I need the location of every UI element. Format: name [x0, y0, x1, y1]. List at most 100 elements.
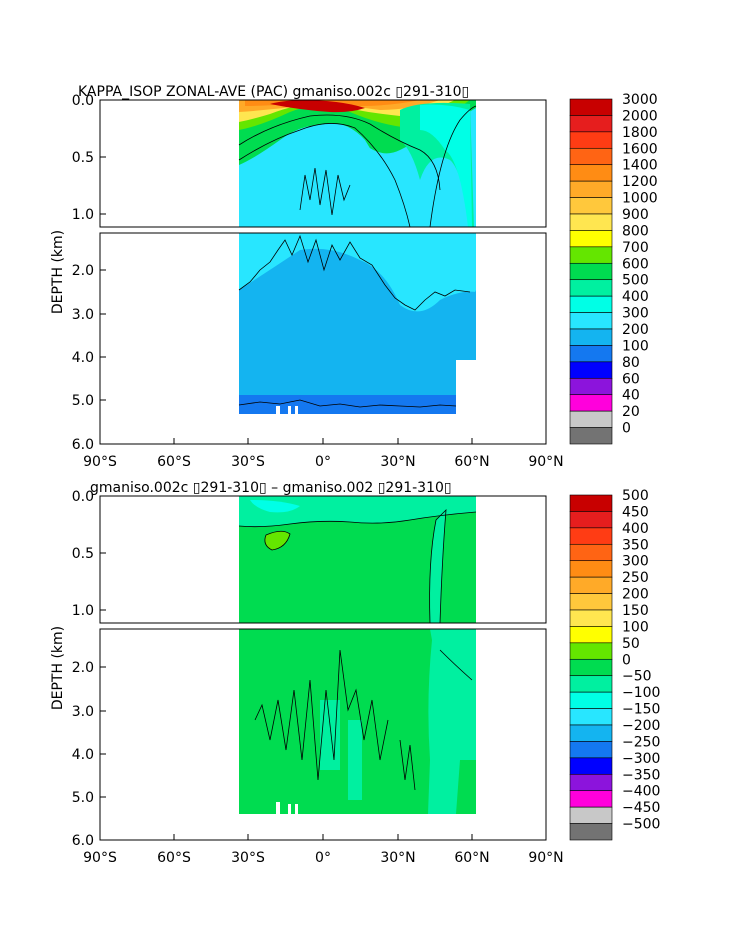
p2-yaxis: 0.0 0.5 1.0 2.0 3.0 4.0 5.0 6.0 DEPTH (k… [50, 489, 106, 849]
p2-xtick: 0° [315, 850, 331, 866]
colorbar-swatch [569, 527, 613, 545]
colorbar-label: −400 [622, 784, 660, 800]
colorbar-label: 200 [622, 587, 649, 603]
colorbar-label: 300 [622, 306, 649, 322]
p1-ytick: 0.5 [72, 150, 94, 166]
p2-xtick: 60°N [454, 850, 489, 866]
colorbar-swatch [569, 394, 613, 412]
colorbar-label: −500 [622, 817, 660, 833]
colorbar-swatch [569, 279, 613, 297]
colorbar-label: 1600 [622, 141, 658, 157]
p2-ytick: 2.0 [72, 660, 94, 676]
colorbar-label: 300 [622, 554, 649, 570]
colorbar-label: 400 [622, 289, 649, 305]
p2-ylabel: DEPTH (km) [50, 626, 66, 710]
colorbar-swatch [569, 675, 613, 693]
colorbar-label: 200 [622, 322, 649, 338]
colorbar-swatch [569, 790, 613, 808]
colorbar-label: 50 [622, 636, 640, 652]
p2-xtick: 30°N [380, 850, 415, 866]
colorbar-label: −150 [622, 702, 660, 718]
colorbar-swatch [569, 658, 613, 677]
p2-xtick: 90°N [528, 850, 563, 866]
p1-upper-frame [99, 99, 547, 228]
colorbar-swatch [569, 494, 613, 512]
colorbar-swatch [569, 806, 613, 824]
colorbar-swatch [569, 345, 613, 363]
colorbar-swatch [569, 757, 613, 775]
colorbar-label: 1400 [622, 158, 658, 174]
p1-xtick: 60°N [454, 454, 489, 470]
colorbar-swatch [569, 147, 613, 166]
p1-xtick: 0° [315, 454, 331, 470]
panel1-field [100, 100, 546, 444]
colorbar-swatch [569, 773, 613, 792]
colorbar-label: −100 [622, 685, 660, 701]
colorbar-label: 450 [622, 504, 649, 520]
p2-ytick: 5.0 [72, 790, 94, 806]
colorbar-swatch [569, 724, 613, 742]
colorbar-swatch [569, 312, 613, 330]
p2-upper-frame [99, 495, 547, 624]
colorbar-label: 40 [622, 388, 640, 404]
colorbar-swatch [569, 511, 613, 529]
colorbar-swatch [569, 361, 613, 379]
colorbar-label: 100 [622, 619, 649, 635]
colorbar-swatch [569, 642, 613, 660]
colorbar-swatch [569, 576, 613, 594]
colorbar-swatch [569, 593, 613, 611]
colorbar-label: −50 [622, 669, 652, 685]
colorbar-swatch [569, 609, 613, 627]
p2-xtick: 60°S [157, 850, 191, 866]
p1-xtick: 90°N [528, 454, 563, 470]
p2-xtick: 90°S [83, 850, 117, 866]
colorbar-swatch [569, 197, 613, 215]
p1-xaxis: 90°S 60°S 30°S 0° 30°N 60°N 90°N [83, 438, 564, 470]
p2-ytick: 0.0 [72, 489, 94, 505]
colorbar-swatch [569, 246, 613, 264]
panel1-title: KAPPA_ISOP ZONAL-AVE (PAC) gmaniso.002c … [78, 84, 469, 100]
p1-yaxis: 0.0 0.5 1.0 2.0 3.0 4.0 5.0 6.0 DEPTH (k… [50, 93, 106, 453]
colorbar-swatch [569, 377, 613, 396]
p2-ytick: 0.5 [72, 546, 94, 562]
colorbar-swatch [569, 741, 613, 759]
p2-xtick: 30°S [231, 850, 265, 866]
colorbar-swatch [569, 180, 613, 198]
colorbar-label: 3000 [622, 92, 658, 108]
p1-ytick: 4.0 [72, 350, 94, 366]
colorbar-label: 100 [622, 338, 649, 354]
colorbar-label: −300 [622, 751, 660, 767]
colorbar-label: 1200 [622, 174, 658, 190]
colorbar-label: 800 [622, 223, 649, 239]
colorbar-swatch [569, 295, 613, 313]
p1-ytick: 3.0 [72, 307, 94, 323]
colorbar-swatch [569, 131, 613, 149]
p2-ytick: 1.0 [72, 603, 94, 619]
colorbar-swatch [569, 410, 613, 428]
p1-ytick: 5.0 [72, 393, 94, 409]
p1-xtick: 60°S [157, 454, 191, 470]
p1-ytick: 1.0 [72, 207, 94, 223]
colorbar-label: 0 [622, 652, 631, 668]
p1-colorbar: 3000200018001600140012001000900800700600… [569, 92, 658, 445]
colorbar-label: 2000 [622, 108, 658, 124]
p2-ytick: 4.0 [72, 747, 94, 763]
p1-xtick: 90°S [83, 454, 117, 470]
colorbar-label: 700 [622, 240, 649, 256]
p1-ytick: 2.0 [72, 263, 94, 279]
colorbar-swatch [569, 691, 613, 709]
colorbar-label: 500 [622, 273, 649, 289]
colorbar-label: 600 [622, 256, 649, 272]
colorbar-swatch [569, 262, 613, 281]
colorbar-label: 80 [622, 355, 640, 371]
colorbar-label: 0 [622, 421, 631, 437]
colorbar-swatch [569, 427, 613, 445]
p2-colorbar: 500450400350300250200150100500−50−100−15… [569, 488, 660, 841]
colorbar-label: 500 [622, 488, 649, 504]
colorbar-swatch [569, 230, 613, 248]
p1-xtick: 30°S [231, 454, 265, 470]
colorbar-label: 1800 [622, 125, 658, 141]
colorbar-label: −450 [622, 800, 660, 816]
colorbar-swatch [569, 560, 613, 578]
